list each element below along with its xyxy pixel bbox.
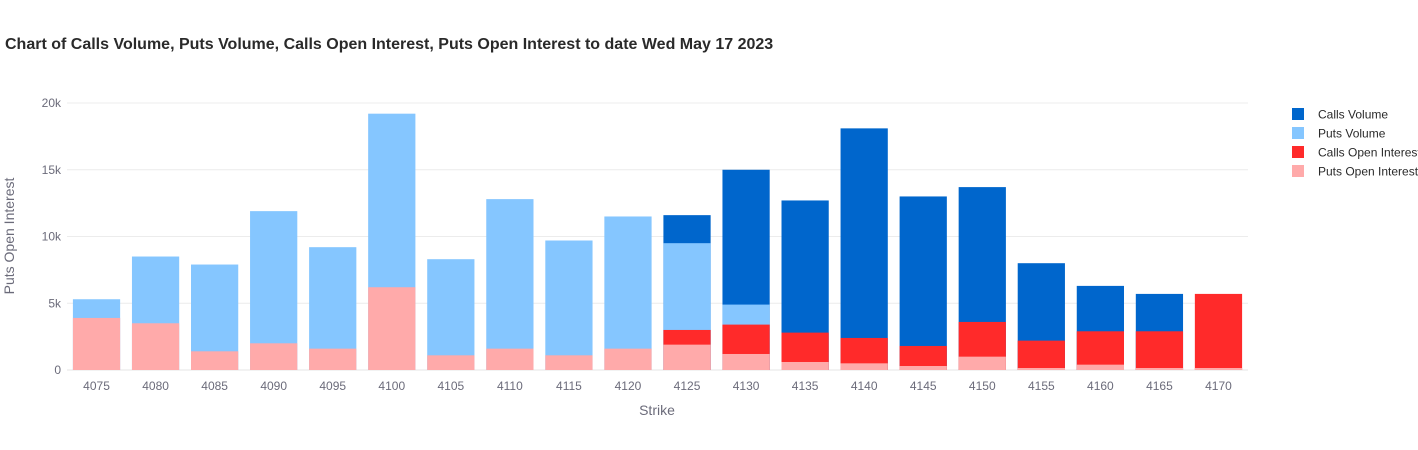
y-axis-ticks: 0 5k 10k 15k 20k (42, 96, 62, 377)
legend-label-puts-open-interest[interactable]: Puts Open Interest (1318, 165, 1418, 179)
x-tick-label: 4140 (851, 379, 878, 393)
x-tick-label: 4095 (319, 379, 346, 393)
bar-puts-volume[interactable] (545, 240, 593, 370)
bar-puts-open-interest[interactable] (1135, 367, 1184, 370)
x-tick-label: 4130 (733, 379, 760, 393)
bar-puts-open-interest[interactable] (1017, 367, 1065, 370)
y-tick-label: 20k (42, 96, 62, 110)
bar-puts-open-interest[interactable] (72, 317, 121, 370)
legend: Calls Volume Puts Volume Calls Open Intere… (1292, 108, 1418, 179)
bar-puts-open-interest[interactable] (604, 348, 652, 370)
x-tick-label: 4170 (1205, 379, 1232, 393)
chart-title: Chart of Calls Volume, Puts Volume, Call… (5, 36, 774, 53)
bar-puts-open-interest[interactable] (781, 361, 829, 370)
legend-swatch-puts-open-interest[interactable] (1292, 165, 1304, 177)
bar-puts-open-interest[interactable] (958, 356, 1006, 370)
bar-puts-open-interest[interactable] (131, 323, 180, 370)
legend-label-puts-volume[interactable]: Puts Volume (1318, 127, 1386, 141)
x-axis-title: Strike (639, 402, 675, 418)
x-tick-label: 4155 (1028, 379, 1055, 393)
bar-puts-open-interest[interactable] (899, 365, 947, 370)
bar-puts-volume[interactable] (604, 216, 652, 370)
x-tick-label: 4115 (556, 379, 582, 393)
legend-swatch-puts-volume[interactable] (1292, 127, 1304, 139)
y-tick-label: 0 (54, 363, 61, 377)
legend-swatch-calls-open-interest[interactable] (1292, 146, 1304, 158)
bar-puts-volume[interactable] (427, 259, 475, 370)
y-tick-label: 5k (48, 296, 62, 310)
x-tick-label: 4135 (792, 379, 819, 393)
x-tick-label: 4110 (497, 379, 523, 393)
bar-puts-open-interest[interactable] (722, 353, 770, 370)
bar-calls-open-interest[interactable] (1076, 331, 1124, 370)
bar-puts-open-interest[interactable] (427, 355, 475, 370)
bar-puts-open-interest[interactable] (663, 344, 711, 370)
gridlines (67, 102, 1248, 371)
bar-calls-open-interest[interactable] (1135, 331, 1184, 370)
y-tick-label: 15k (42, 163, 62, 177)
x-tick-label: 4165 (1146, 379, 1173, 393)
bar-puts-open-interest[interactable] (191, 351, 239, 370)
legend-label-calls-open-interest[interactable]: Calls Open Interest (1318, 146, 1418, 160)
x-tick-label: 4090 (260, 379, 287, 393)
x-tick-label: 4120 (615, 379, 642, 393)
bar-puts-open-interest[interactable] (1194, 367, 1243, 370)
x-tick-label: 4125 (674, 379, 701, 393)
x-axis-ticks: 4075 4080 4085 4090 4095 4100 4105 4110 4115 4120… (83, 379, 1232, 393)
legend-swatch-calls-volume[interactable] (1292, 108, 1304, 120)
legend-label-calls-volume[interactable]: Calls Volume (1318, 108, 1388, 122)
y-tick-label: 10k (42, 230, 62, 244)
bar-calls-volume[interactable] (840, 128, 888, 370)
x-tick-label: 4100 (378, 379, 405, 393)
x-tick-label: 4105 (437, 379, 464, 393)
bar-puts-open-interest[interactable] (545, 355, 593, 370)
x-tick-label: 4145 (910, 379, 937, 393)
bar-puts-open-interest[interactable] (309, 348, 357, 370)
bar-puts-open-interest[interactable] (486, 348, 534, 370)
x-tick-label: 4150 (969, 379, 996, 393)
bar-puts-open-interest[interactable] (840, 363, 888, 370)
bar-puts-volume[interactable] (486, 199, 534, 370)
x-tick-label: 4160 (1087, 379, 1114, 393)
bar-puts-open-interest[interactable] (250, 343, 298, 370)
bar-puts-open-interest[interactable] (1076, 364, 1124, 370)
x-tick-label: 4085 (201, 379, 228, 393)
bar-calls-volume[interactable] (899, 196, 947, 370)
y-axis-title: Puts Open Interest (1, 178, 17, 295)
x-tick-label: 4080 (142, 379, 169, 393)
bar-puts-open-interest[interactable] (368, 287, 416, 370)
x-tick-label: 4075 (83, 379, 110, 393)
bar-calls-open-interest[interactable] (1194, 293, 1243, 370)
bars (72, 113, 1243, 371)
bar-calls-open-interest[interactable] (1017, 340, 1065, 370)
